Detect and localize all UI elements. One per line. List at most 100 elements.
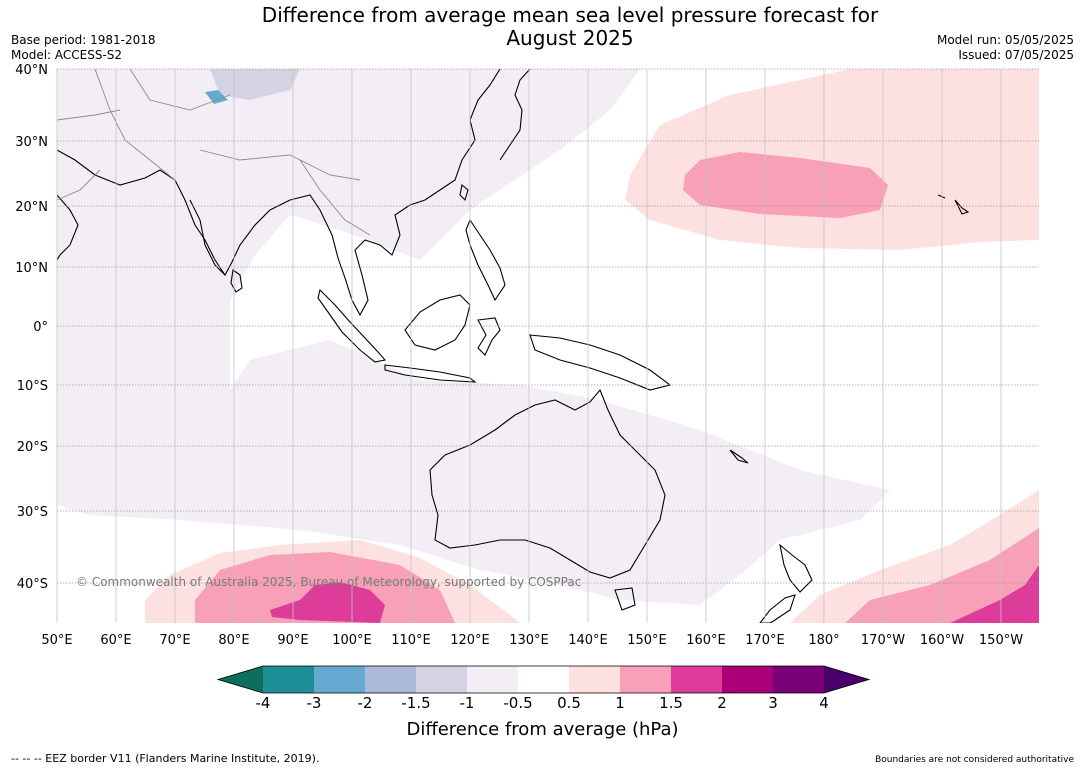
anomaly-region-high-magenta-se <box>950 565 1039 623</box>
boundaries-disclaimer: Boundaries are not considered authoritat… <box>875 755 1074 765</box>
colorbar-tick-label: -1.5 <box>401 694 431 712</box>
lon-label-90e: 90°E <box>277 633 308 648</box>
coastline-asia-mainland <box>57 69 501 317</box>
colorbar-swatches <box>216 665 871 694</box>
graticule-meridians <box>56 69 1002 623</box>
lon-label-130e: 130°E <box>509 633 549 648</box>
anomaly-fields <box>57 69 1039 623</box>
model-name: Model: ACCESS-S2 <box>11 48 123 62</box>
colorbar-swatch <box>722 666 774 693</box>
anomaly-region-low-lavender-west <box>57 69 240 270</box>
anomaly-region-low-blue <box>205 90 228 104</box>
lon-label-70e: 70°E <box>159 633 190 648</box>
copyright-notice: © Commonwealth of Australia 2025, Bureau… <box>76 575 581 589</box>
lon-label-170w: 170°W <box>861 633 905 648</box>
coastline-new-guinea <box>529 334 672 391</box>
coastline-australia <box>429 388 666 579</box>
issued-date: Issued: 07/05/2025 <box>958 48 1074 62</box>
colorbar-swatch <box>620 666 672 693</box>
coastline-sulawesi <box>477 317 501 356</box>
lon-label-180: 180° <box>808 633 839 648</box>
colorbar-tick-label: 1 <box>615 694 625 712</box>
country-border-6 <box>57 169 101 201</box>
coastline-tasmania <box>614 587 636 611</box>
coastline-fiji <box>729 449 749 464</box>
lon-label-160w: 160°W <box>920 633 964 648</box>
country-borders <box>57 69 371 236</box>
lon-label-140e: 140°E <box>568 633 608 648</box>
latitude-labels: 40°N 30°N 20°N 10°N 0° 10°S 20°S 30°S 40… <box>15 63 48 592</box>
coastline-sumatra <box>317 288 387 363</box>
map-title-line1: Difference from average mean sea level p… <box>261 3 879 27</box>
coastline-sri-lanka <box>230 269 243 293</box>
coastline-taiwan <box>459 183 469 202</box>
coastline-borneo <box>404 294 471 351</box>
coastline-java <box>384 364 477 383</box>
anomaly-region-high-pink-npac <box>683 152 888 218</box>
coastline-japan <box>499 69 531 161</box>
colorbar-outline <box>216 665 871 694</box>
lon-label-50e: 50°E <box>41 633 72 648</box>
colorbar-swatch <box>569 666 621 693</box>
colorbar-label: Difference from average (hPa) <box>406 719 679 740</box>
colorbar-swatch <box>773 666 825 693</box>
colorbar-tick-label: 3 <box>768 694 778 712</box>
coastline-arabia <box>57 194 79 261</box>
lat-label-20s: 20°S <box>17 440 48 455</box>
lon-label-120e: 120°E <box>450 633 490 648</box>
colorbar-extension-min <box>218 666 263 693</box>
eez-border-note: -- -- -- EEZ border V11 (Flanders Marine… <box>11 752 320 765</box>
lon-label-160e: 160°E <box>686 633 726 648</box>
meta-right: Model run: 05/05/2025 Issued: 07/05/2025 <box>937 33 1074 63</box>
meta-left: Base period: 1981-2018 Model: ACCESS-S2 <box>11 33 156 63</box>
coastline-philippines <box>465 218 506 302</box>
lon-label-150e: 150°E <box>627 633 667 648</box>
country-border-5 <box>57 109 121 121</box>
colorbar-swatch <box>467 666 519 693</box>
lon-label-150w: 150°W <box>979 633 1023 648</box>
lat-label-0: 0° <box>33 320 48 335</box>
lon-label-170e: 170°E <box>745 633 785 648</box>
coastline-hawaii <box>937 194 970 215</box>
colorbar-swatch <box>671 666 723 693</box>
country-border-4 <box>299 159 371 236</box>
anomaly-region-low-lavender-south <box>57 340 890 605</box>
country-border-2 <box>129 69 231 111</box>
colorbar-tick-label: 0.5 <box>557 694 581 712</box>
colorbar-tick-label: -3 <box>306 694 322 712</box>
map-title-line2: August 2025 <box>506 26 634 50</box>
lon-label-110e: 110°E <box>391 633 431 648</box>
model-run: Model run: 05/05/2025 <box>936 33 1074 47</box>
colorbar-swatch <box>263 666 315 693</box>
country-border-3 <box>199 149 361 181</box>
colorbar-tick-label: -4 <box>255 694 271 712</box>
colorbar-swatch <box>416 666 468 693</box>
coastline-india-tip <box>189 199 226 276</box>
coastlines <box>57 69 970 623</box>
lat-label-40n: 40°N <box>15 63 48 78</box>
colorbar-swatch <box>314 666 366 693</box>
colorbar-tick-label: 2 <box>717 694 727 712</box>
lon-label-100e: 100°E <box>332 633 372 648</box>
anomaly-region-low-periwinkle <box>210 69 300 100</box>
colorbar-swatch <box>365 666 417 693</box>
colorbar-tick-label: 1.5 <box>659 694 683 712</box>
base-period: Base period: 1981-2018 <box>11 33 156 47</box>
lat-label-30n: 30°N <box>15 135 48 150</box>
lat-label-30s: 30°S <box>17 505 48 520</box>
colorbar-swatch <box>518 666 570 693</box>
lon-label-60e: 60°E <box>100 633 131 648</box>
country-border-1 <box>94 69 176 181</box>
coastline-new-zealand-north <box>779 543 813 593</box>
lat-label-40s: 40°S <box>17 577 48 592</box>
coastline-new-zealand-south <box>759 594 796 623</box>
anomaly-region-high-pink-se <box>845 528 1039 623</box>
longitude-labels: 50°E 60°E 70°E 80°E 90°E 100°E 110°E 120… <box>41 633 1023 648</box>
lat-label-20n: 20°N <box>15 200 48 215</box>
lat-label-10n: 10°N <box>15 261 48 276</box>
anomaly-region-high-magenta-sw <box>270 582 385 623</box>
colorbar-tick-label: -1 <box>459 694 475 712</box>
colorbar-extension-max <box>824 666 869 693</box>
colorbar-tick-label: -2 <box>357 694 373 712</box>
